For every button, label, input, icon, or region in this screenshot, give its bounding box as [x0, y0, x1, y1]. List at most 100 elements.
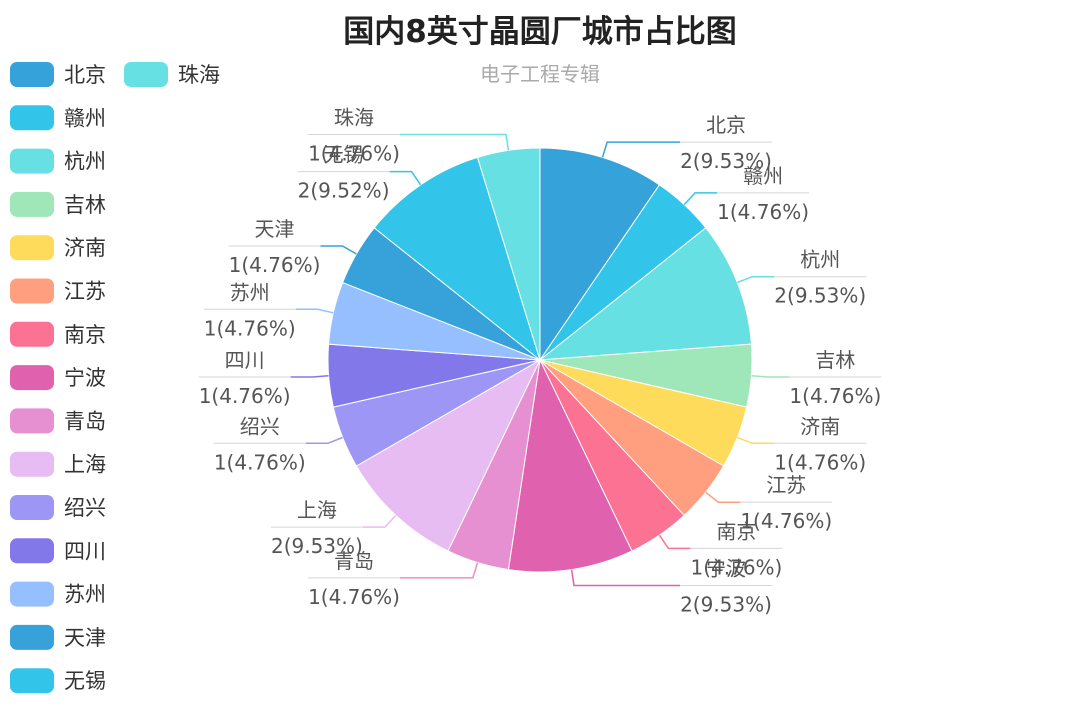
legend-swatch [10, 451, 54, 477]
legend-swatch [10, 495, 54, 520]
slice-label-value-天津: 1(4.76%) [229, 253, 321, 277]
legend-swatch [10, 62, 54, 87]
label-line-北京 [601, 141, 680, 158]
slice-label-name-吉林: 吉林 [815, 348, 855, 372]
pie-slices [327, 147, 753, 573]
label-line-苏州 [295, 308, 334, 314]
slice-label-name-无锡: 无锡 [324, 143, 364, 167]
legend-swatch [10, 408, 54, 434]
legend-item-北京[interactable]: 北京 [10, 62, 106, 87]
slice-label-name-宁波: 宁波 [706, 556, 746, 580]
slice-label-name-珠海: 珠海 [334, 106, 374, 130]
legend-item-赣州[interactable]: 赣州 [10, 105, 106, 131]
legend-label: 四川 [64, 539, 106, 563]
slice-label-name-江苏: 江苏 [766, 473, 806, 497]
pie-slice-上海[interactable] [355, 358, 542, 552]
slice-label-value-绍兴: 1(4.76%) [214, 450, 306, 474]
slice-label-value-上海: 2(9.53%) [271, 534, 363, 558]
slice-label-value-江苏: 1(4.76%) [740, 509, 832, 533]
legend-swatch [10, 538, 54, 564]
slice-label-value-珠海: 1(4.76%) [308, 142, 400, 166]
legend-swatch [10, 581, 54, 607]
legend-item-吉林[interactable]: 吉林 [10, 191, 106, 217]
label-line-南京 [658, 534, 691, 550]
pie-slice-宁波[interactable] [507, 358, 633, 573]
legend-label: 赣州 [64, 106, 106, 130]
label-line-青岛 [400, 562, 479, 579]
legend-item-宁波[interactable]: 宁波 [10, 365, 106, 391]
slice-label-name-上海: 上海 [297, 498, 337, 522]
legend-label: 北京 [64, 63, 106, 87]
chart-subtitle: 电子工程专辑 [480, 62, 600, 86]
legend-label: 苏州 [64, 583, 106, 607]
label-line-无锡 [389, 170, 422, 186]
legend-item-绍兴[interactable]: 绍兴 [10, 495, 106, 520]
legend-item-江苏[interactable]: 江苏 [10, 278, 106, 304]
legend-label: 绍兴 [64, 496, 106, 520]
slice-label-name-杭州: 杭州 [800, 248, 840, 272]
slice-label-value-赣州: 1(4.76%) [717, 200, 809, 224]
label-line-江苏 [705, 491, 741, 503]
legend-swatch [10, 321, 54, 347]
slice-label-name-南京: 南京 [716, 519, 756, 543]
legend-item-杭州[interactable]: 杭州 [10, 148, 106, 174]
slice-label-name-北京: 北京 [706, 113, 746, 137]
label-line-上海 [362, 514, 397, 528]
slice-label-value-杭州: 2(9.53%) [774, 284, 866, 308]
slice-label-name-济南: 济南 [800, 414, 840, 438]
legend-label: 吉林 [64, 193, 106, 217]
legend-item-上海[interactable]: 上海 [10, 451, 106, 477]
legend-swatch [10, 235, 54, 261]
legend-label: 无锡 [64, 669, 106, 693]
slice-label-name-青岛: 青岛 [334, 549, 374, 573]
label-line-宁波 [570, 569, 680, 587]
legend-item-济南[interactable]: 济南 [10, 235, 106, 261]
slice-label-name-赣州: 赣州 [743, 164, 783, 188]
slice-label-name-四川: 四川 [225, 348, 265, 372]
slice-label-name-绍兴: 绍兴 [240, 414, 280, 438]
slice-label-value-青岛: 1(4.76%) [308, 585, 400, 609]
label-line-济南 [737, 436, 775, 445]
legend-label: 天津 [64, 626, 106, 650]
label-line-天津 [320, 245, 357, 255]
legend-item-南京[interactable]: 南京 [10, 321, 106, 347]
legend-swatch [10, 365, 54, 391]
label-line-吉林 [751, 375, 790, 378]
pie-slice-杭州[interactable] [538, 227, 752, 361]
slice-label-value-济南: 1(4.76%) [774, 450, 866, 474]
legend-label: 杭州 [64, 150, 106, 174]
legend-swatch [10, 191, 54, 217]
slice-label-value-南京: 1(4.76%) [690, 555, 782, 579]
legend-swatch [10, 624, 54, 650]
slice-label-value-北京: 2(9.53%) [680, 149, 772, 173]
legend-label: 上海 [64, 453, 106, 477]
label-line-绍兴 [305, 436, 343, 445]
legend-swatch [10, 668, 54, 694]
chart-title: 国内8英寸晶圆厂城市占比图 [343, 14, 737, 50]
slice-label-value-苏州: 1(4.76%) [204, 316, 296, 340]
legend-item-无锡[interactable]: 无锡 [10, 668, 106, 694]
legend-item-珠海[interactable]: 珠海 [124, 62, 220, 87]
slice-label-value-宁波: 2(9.53%) [680, 592, 772, 616]
slice-label-name-天津: 天津 [255, 217, 295, 241]
slice-label-value-四川: 1(4.76%) [199, 384, 291, 408]
legend-swatch [10, 105, 54, 131]
label-line-杭州 [737, 275, 775, 284]
slice-label-value-吉林: 1(4.76%) [789, 384, 881, 408]
legend-item-苏州[interactable]: 苏州 [10, 581, 106, 607]
legend-label: 济南 [64, 236, 106, 260]
slice-label-value-无锡: 2(9.52%) [298, 179, 390, 203]
legend-label: 南京 [64, 323, 106, 347]
label-line-四川 [290, 375, 329, 378]
pie-slice-无锡[interactable] [373, 156, 541, 362]
legend-item-四川[interactable]: 四川 [10, 538, 106, 564]
legend-item-青岛[interactable]: 青岛 [10, 408, 106, 434]
slice-labels: 北京2(9.53%)赣州1(4.76%)杭州2(9.53%)吉林1(4.76%)… [198, 106, 882, 616]
legend-label: 珠海 [178, 63, 220, 87]
legend-swatch [124, 62, 168, 87]
legend-swatch [10, 148, 54, 174]
legend-item-天津[interactable]: 天津 [10, 624, 106, 650]
pie-slice-北京[interactable] [539, 147, 661, 362]
